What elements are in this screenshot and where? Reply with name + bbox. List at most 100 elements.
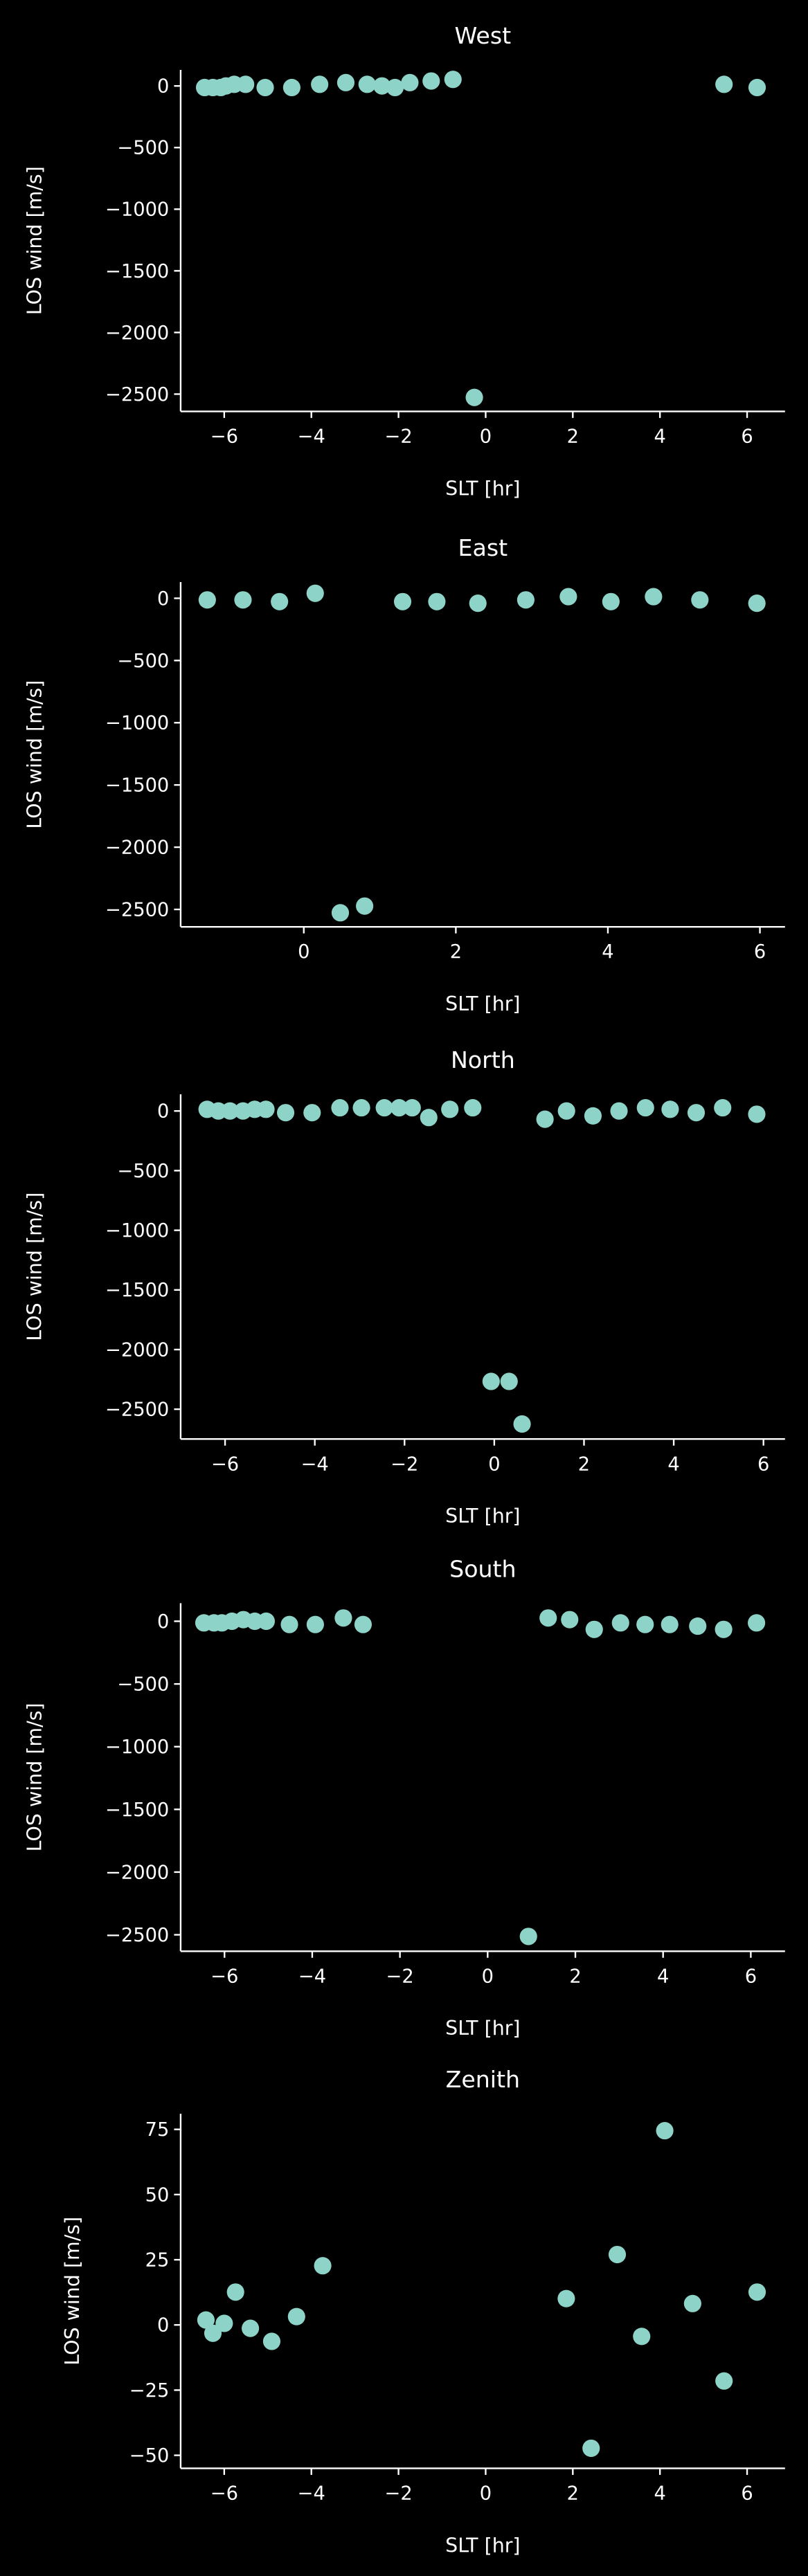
x-tick-label: −2 (386, 1966, 414, 1987)
x-tick-label: 0 (488, 1453, 500, 1475)
point (748, 2283, 766, 2301)
x-tick-label: 4 (654, 426, 665, 447)
y-tick-label: −500 (117, 651, 169, 672)
x-tick-label: −2 (384, 2483, 412, 2505)
subplot: North SLT [hr] LOS wind [m/s] −6 −4 −2 0 2 4 6 0 −5… (23, 1046, 785, 1527)
x-axis-label: SLT [hr] (445, 2017, 520, 2040)
x-axis-label: SLT [hr] (445, 477, 520, 500)
x-tick-label: 6 (757, 1453, 769, 1475)
y-tick-label: 0 (157, 1101, 169, 1123)
point (683, 2294, 701, 2312)
point (428, 592, 446, 610)
point (714, 1099, 732, 1117)
y-tick-label: −1500 (105, 1280, 169, 1301)
point (602, 592, 620, 610)
point (276, 1104, 295, 1122)
point (444, 71, 462, 89)
y-tick-label: −2000 (105, 323, 169, 344)
point (464, 1099, 482, 1117)
point (386, 78, 404, 97)
subplot: Zenith SLT [hr] LOS wind [m/s] −6 −4 −2 0 2 4 6 −5… (61, 2066, 785, 2557)
y-tick-label: 50 (145, 2184, 170, 2206)
point (748, 1105, 766, 1123)
point (334, 1609, 352, 1627)
x-tick-label: 2 (567, 2483, 579, 2505)
point (237, 75, 255, 93)
x-tick-label: 0 (298, 941, 309, 963)
point (242, 2319, 260, 2337)
y-tick-label: −2000 (105, 1339, 169, 1361)
point (633, 2328, 651, 2346)
point (585, 1620, 603, 1638)
y-tick-label: −50 (129, 2445, 170, 2467)
point (390, 1099, 409, 1117)
y-tick-label: −2500 (105, 899, 169, 920)
x-tick-label: 2 (450, 941, 462, 963)
y-tick-label: −2000 (105, 1862, 169, 1883)
point (271, 592, 289, 610)
point (282, 78, 300, 97)
point (500, 1372, 518, 1390)
point (373, 77, 391, 95)
y-tick-label: 0 (157, 76, 169, 98)
point (661, 1615, 679, 1633)
y-tick-label: −1500 (105, 1799, 169, 1821)
point (608, 2245, 627, 2264)
y-axis-label: LOS wind [m/s] (23, 1192, 46, 1341)
point (420, 1109, 438, 1127)
point (561, 1611, 579, 1629)
point (611, 1614, 629, 1632)
subplot: East SLT [hr] LOS wind [m/s] 0 2 4 6 0 −500 −1000… (23, 534, 785, 1015)
x-tick-label: −4 (298, 426, 325, 447)
x-tick-label: 6 (754, 941, 766, 963)
point (715, 1620, 733, 1638)
subplot: West SLT [hr] LOS wind [m/s] −6 −4 −2 0 2 4 6 0 −50… (23, 22, 785, 500)
point (539, 1609, 557, 1627)
x-tick-label: −2 (390, 1453, 418, 1475)
point (257, 1100, 275, 1118)
point (358, 75, 376, 93)
x-tick-label: 0 (480, 426, 492, 447)
x-tick-label: 6 (741, 426, 753, 447)
y-tick-label: −2500 (105, 1399, 169, 1421)
point (636, 1615, 654, 1633)
point (226, 2283, 244, 2301)
x-tick-label: 4 (657, 1966, 669, 1987)
point (352, 1099, 370, 1117)
point (215, 2314, 233, 2332)
y-tick-label: −1000 (105, 1220, 169, 1242)
y-tick-label: 75 (145, 2119, 170, 2141)
y-tick-label: 0 (157, 588, 169, 610)
subplot: South SLT [hr] LOS wind [m/s] −6 −4 −2 0 2 4 6 0 −5… (23, 1555, 785, 2040)
x-tick-label: −4 (298, 2483, 325, 2505)
point (303, 1104, 321, 1122)
point (441, 1100, 459, 1118)
x-tick-label: 4 (654, 2483, 665, 2505)
subplot-title: East (458, 534, 508, 561)
y-tick-label: −1500 (105, 261, 169, 282)
y-tick-label: −2500 (105, 384, 169, 406)
point (401, 73, 419, 91)
point (287, 2307, 305, 2325)
point (584, 1107, 602, 1125)
y-tick-label: 0 (157, 1611, 169, 1633)
subplot-title: South (449, 1555, 516, 1582)
subplot-title: West (455, 22, 512, 49)
point (517, 591, 535, 609)
point (306, 584, 324, 602)
point (306, 1615, 324, 1633)
x-tick-label: 2 (569, 1966, 581, 1987)
y-tick-label: −500 (117, 138, 169, 159)
point (393, 592, 412, 610)
point (356, 897, 374, 915)
point (204, 2324, 222, 2342)
point (336, 73, 355, 91)
x-tick-label: −2 (384, 426, 412, 447)
y-tick-label: 0 (157, 2315, 169, 2337)
point (645, 588, 663, 606)
subplot-title: North (451, 1046, 515, 1073)
y-axis-label: LOS wind [m/s] (23, 680, 46, 829)
y-tick-label: −1000 (105, 1736, 169, 1758)
